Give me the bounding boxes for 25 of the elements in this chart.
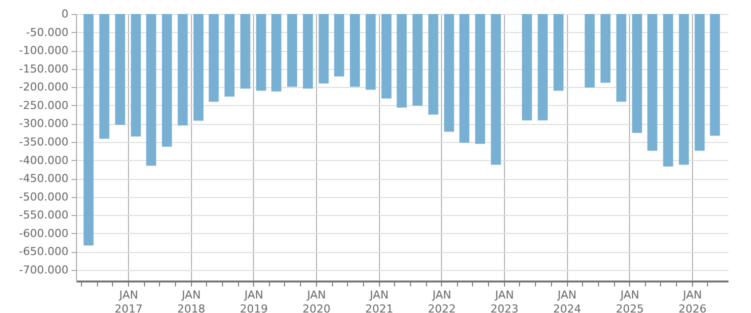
- x-tick-label: JAN 2026: [678, 288, 706, 313]
- x-tick-label: JAN 2022: [428, 288, 456, 313]
- y-tick-label: -250.000: [19, 98, 68, 112]
- x-tick-label: JAN 2018: [177, 288, 206, 313]
- y-tick-label: 0: [62, 8, 68, 20]
- y-tick-label: -650.000: [19, 245, 68, 258]
- y-tick-label: -500.000: [19, 190, 68, 204]
- y-tick-label: -200.000: [19, 80, 68, 94]
- y-tick-label: -700.000: [19, 264, 68, 277]
- y-tick-label: -100.000: [19, 44, 68, 58]
- y-tick-label: -50.000: [26, 26, 68, 39]
- x-tick-label: JAN 2020: [302, 288, 330, 313]
- x-tick-label: JAN 2023: [490, 288, 518, 313]
- y-tick-label: -600.000: [19, 226, 68, 240]
- y-tick-label: -150.000: [19, 62, 68, 76]
- y-tick-label: -300.000: [19, 117, 68, 130]
- x-tick-label: JAN 2021: [365, 288, 394, 313]
- x-tick-label: JAN 2017: [114, 288, 143, 313]
- x-tick-label: JAN 2025: [616, 288, 644, 313]
- x-tick-label: JAN 2019: [240, 288, 268, 313]
- y-tick-label: -550.000: [19, 208, 68, 222]
- y-tick-label: -450.000: [19, 172, 68, 186]
- y-tick-label: -350.000: [19, 136, 68, 149]
- y-tick-label: -400.000: [19, 154, 68, 167]
- x-tick-label: JAN 2024: [553, 288, 582, 313]
